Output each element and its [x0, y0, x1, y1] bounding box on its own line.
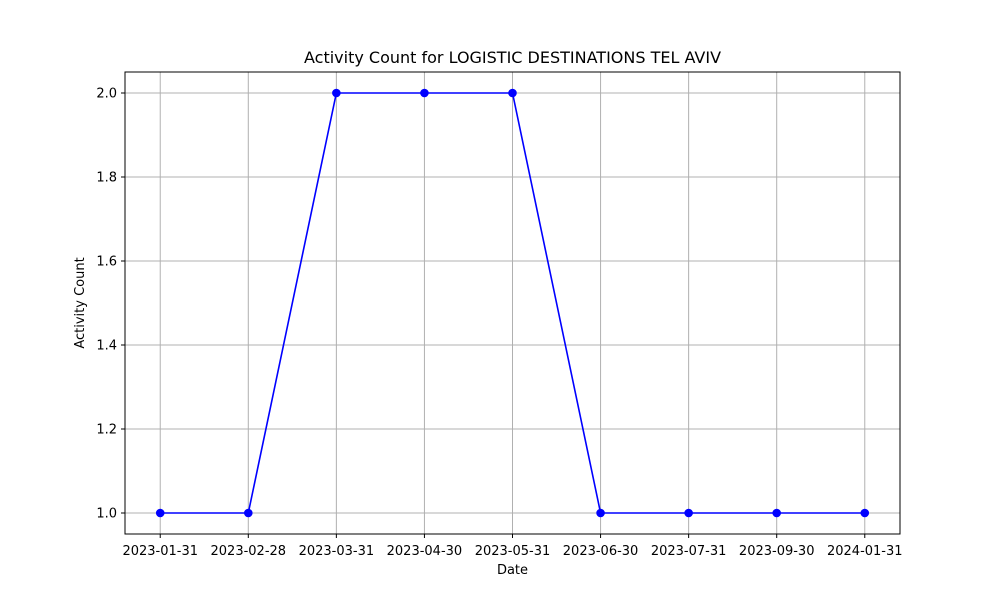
data-point-marker	[684, 508, 693, 518]
y-axis-ticks: 1.0 1.2 1.4 1.6 1.8 2.0	[96, 87, 125, 522]
y-tick-label: 1.0	[96, 507, 117, 522]
data-point-marker	[596, 508, 605, 518]
chart-title: Activity Count for LOGISTIC DESTINATIONS…	[304, 48, 721, 67]
data-point-marker	[243, 508, 253, 518]
y-tick-label: 1.2	[96, 423, 117, 438]
x-tick-label: 2024-01-31	[827, 544, 903, 559]
data-point-marker	[508, 88, 517, 98]
x-tick-label: 2023-07-31	[651, 544, 727, 559]
y-tick-label: 1.8	[96, 171, 117, 186]
y-tick-label: 2.0	[96, 87, 117, 102]
data-point-marker	[860, 508, 870, 518]
data-point-marker	[155, 508, 165, 518]
y-axis-label: Activity Count	[73, 257, 88, 348]
x-axis-ticks: 2023-01-31 2023-02-28 2023-03-31 2023-04-30…	[122, 534, 903, 559]
y-tick-label: 1.6	[96, 255, 117, 270]
x-tick-label: 2023-05-31	[475, 544, 551, 559]
x-tick-label: 2023-04-30	[387, 544, 463, 559]
y-tick-label: 1.4	[96, 339, 117, 354]
x-axis-label: Date	[497, 563, 528, 578]
data-point-marker	[332, 88, 341, 98]
data-point-marker	[772, 508, 782, 518]
x-tick-label: 2023-03-31	[299, 544, 375, 559]
x-tick-label: 2023-06-30	[563, 544, 639, 559]
x-tick-label: 2023-02-28	[211, 544, 287, 559]
data-point-marker	[420, 88, 429, 98]
series-group	[155, 88, 870, 518]
x-tick-label: 2023-01-31	[122, 544, 198, 559]
x-tick-label: 2023-09-30	[739, 544, 815, 559]
